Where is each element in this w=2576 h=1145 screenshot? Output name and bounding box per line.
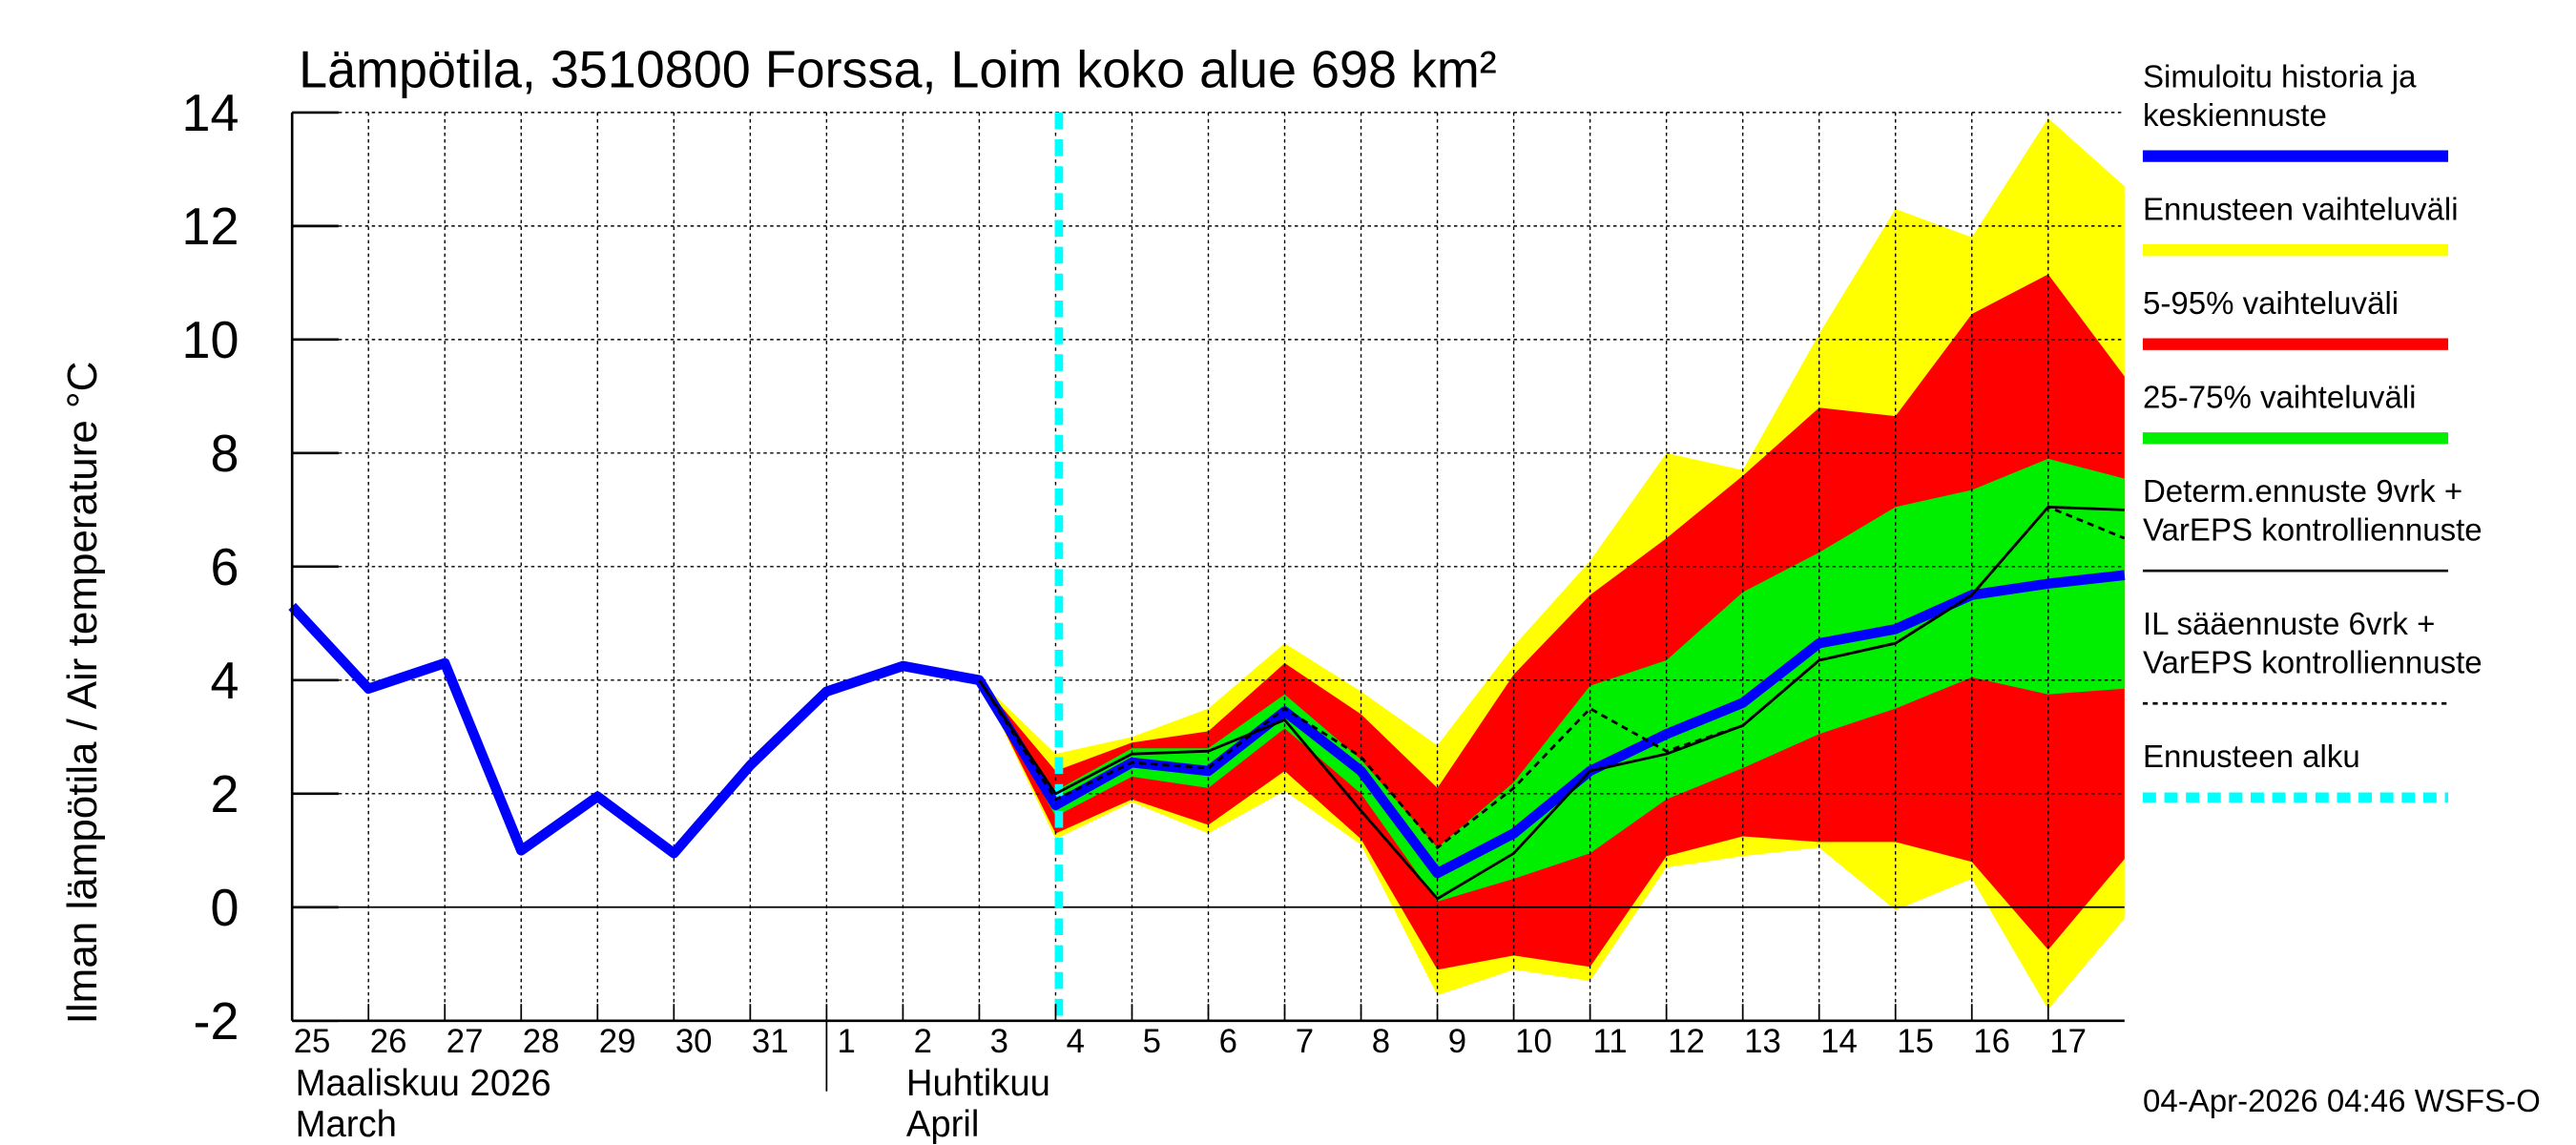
legend-item: IL sääennuste 6vrk + VarEPS kontrollienn… bbox=[2143, 607, 2483, 705]
legend-label: 5-95% vaihteluväli bbox=[2143, 286, 2399, 322]
x-tick-label: 2 bbox=[914, 1023, 932, 1060]
x-tick-label: 25 bbox=[294, 1023, 331, 1060]
legend: Simuloitu historia ja keskiennuste Ennuste… bbox=[2143, 59, 2483, 803]
chart-title: Lämpötila, 3510800 Forssa, Loim koko alu… bbox=[299, 41, 1497, 98]
legend-item: 5-95% vaihteluväli bbox=[2143, 286, 2449, 350]
band-25-75-vaihteluv-li bbox=[979, 458, 2125, 902]
x-tick-label: 17 bbox=[2049, 1023, 2087, 1060]
y-tick-label: 0 bbox=[211, 880, 239, 937]
legend-label: 25-75% vaihteluväli bbox=[2143, 380, 2417, 415]
legend-item: Determ.ennuste 9vrk +VarEPS kontrollienn… bbox=[2143, 474, 2483, 572]
month-label-en: April bbox=[906, 1104, 980, 1145]
x-tick-label: 5 bbox=[1143, 1023, 1161, 1060]
legend-item: Ennusteen vaihteluväli bbox=[2143, 192, 2459, 257]
y-tick-label: -2 bbox=[194, 993, 239, 1051]
x-tick-label: 30 bbox=[675, 1023, 713, 1060]
x-tick-label: 6 bbox=[1219, 1023, 1237, 1060]
x-tick-label: 3 bbox=[990, 1023, 1008, 1060]
y-tick-label: 12 bbox=[182, 198, 239, 256]
x-tick-label: 26 bbox=[370, 1023, 407, 1060]
legend-label: Determ.ennuste 9vrk + bbox=[2143, 474, 2462, 510]
x-tick-label: 12 bbox=[1668, 1023, 1705, 1060]
y-tick-label: 6 bbox=[211, 539, 239, 596]
footer-timestamp: 04-Apr-2026 04:46 WSFS-O bbox=[2143, 1084, 2541, 1119]
x-tick-label: 29 bbox=[599, 1023, 636, 1060]
y-tick-label: 4 bbox=[211, 653, 239, 710]
month-label-fi: Huhtikuu bbox=[906, 1063, 1050, 1104]
legend-label: Ennusteen vaihteluväli bbox=[2143, 192, 2459, 227]
legend-label: VarEPS kontrolliennuste bbox=[2143, 512, 2483, 548]
legend-item: Simuloitu historia ja keskiennuste bbox=[2143, 59, 2449, 162]
series-il-forecast bbox=[978, 505, 2126, 849]
legend-item: 25-75% vaihteluväli bbox=[2143, 380, 2449, 445]
legend-item: Ennusteen alku bbox=[2143, 739, 2449, 803]
x-tick-label: 4 bbox=[1067, 1023, 1085, 1060]
legend-label: Simuloitu historia ja bbox=[2143, 59, 2417, 94]
y-tick-label: 14 bbox=[182, 85, 239, 142]
x-tick-label: 15 bbox=[1897, 1023, 1934, 1060]
x-tick-label: 11 bbox=[1592, 1023, 1627, 1060]
x-tick-label: 16 bbox=[1973, 1023, 2010, 1060]
legend-label: keskiennuste bbox=[2143, 98, 2327, 134]
y-tick-label: 2 bbox=[211, 766, 239, 823]
y-tick-label: 8 bbox=[211, 426, 239, 483]
legend-label: IL sääennuste 6vrk + bbox=[2143, 607, 2435, 642]
x-tick-label: 10 bbox=[1515, 1023, 1552, 1060]
x-tick-label: 13 bbox=[1744, 1023, 1781, 1060]
x-tick-label: 9 bbox=[1448, 1023, 1466, 1060]
month-label-en: March bbox=[296, 1104, 397, 1145]
y-axis-label: Ilman lämpötila / Air temperature °C bbox=[59, 362, 106, 1025]
bands-layer bbox=[979, 117, 2125, 1010]
x-tick-label: 8 bbox=[1372, 1023, 1390, 1060]
x-tick-label: 27 bbox=[447, 1023, 484, 1060]
series-layer bbox=[288, 112, 2126, 1021]
x-tick-label: 7 bbox=[1296, 1023, 1314, 1060]
y-tick-label: 10 bbox=[182, 312, 239, 369]
x-tick-label: 1 bbox=[838, 1023, 856, 1060]
x-tick-label: 31 bbox=[752, 1023, 789, 1060]
x-tick-label: 14 bbox=[1820, 1023, 1858, 1060]
series-simulated-mean bbox=[288, 570, 2126, 879]
x-tick-label: 28 bbox=[523, 1023, 560, 1060]
band-5-95-vaihteluv-li bbox=[979, 274, 2125, 970]
month-label-fi: Maaliskuu 2026 bbox=[296, 1063, 551, 1104]
legend-label: Ennusteen alku bbox=[2143, 739, 2360, 775]
legend-label: VarEPS kontrolliennuste bbox=[2143, 645, 2483, 680]
